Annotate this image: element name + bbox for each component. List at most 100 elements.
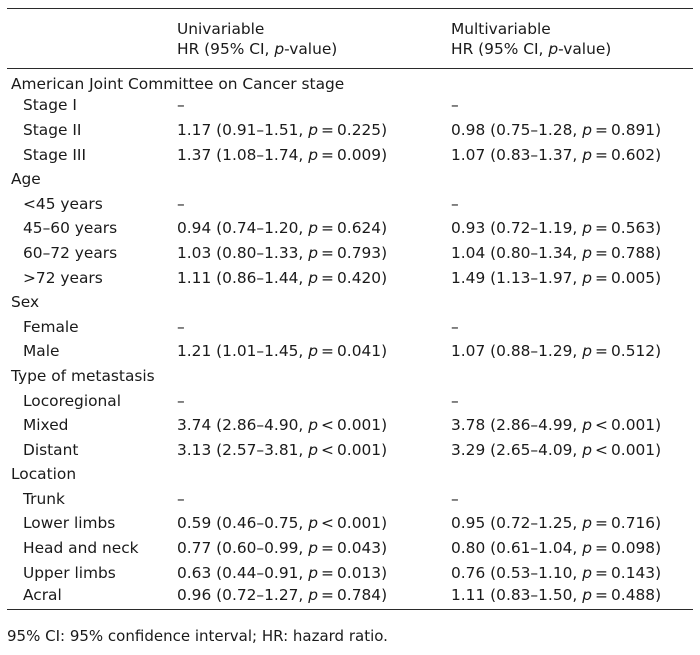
group-label: Age [11,170,41,189]
multivariable-p-value: < 0.001) [591,440,662,459]
multivariable-cell: – [447,314,693,339]
multivariable-p-symbol: p [582,120,592,139]
univariable-p-symbol: p [308,219,318,238]
univariable-cell: 0.96 (0.72–1.27, p = 0.784) [173,584,447,611]
row-label: Stage I [23,96,77,115]
univariable-hr: – [177,96,185,115]
univariable-cell: 0.77 (0.60–0.99, p = 0.043) [173,536,447,561]
table-body: American Joint Committee on Cancer stage… [7,69,693,611]
header-multivariable-title: Multivariable [451,19,551,38]
multivariable-hr: – [451,317,459,336]
multivariable-p-value: < 0.001) [591,416,662,435]
table-group-row: Type of metastasis [7,364,693,389]
table-row: Male 1.21 (1.01–1.45, p = 0.041) 1.07 (0.8… [7,339,693,364]
multivariable-p-value: = 0.512) [591,342,662,361]
table-row: Distant 3.13 (2.57–3.81, p < 0.001) 3.29 (… [7,437,693,462]
multivariable-p-symbol: p [582,539,592,558]
univariable-hr: – [177,317,185,336]
multivariable-p-value: = 0.563) [591,219,662,238]
table-row: Head and neck 0.77 (0.60–0.99, p = 0.043)… [7,536,693,561]
multivariable-cell: 3.29 (2.65–4.09, p < 0.001) [447,437,693,462]
univariable-p-symbol: p [308,268,318,287]
multivariable-hr: 1.07 (0.88–1.29, [451,342,583,361]
multivariable-cell: 3.78 (2.86–4.99, p < 0.001) [447,413,693,438]
multivariable-hr: 1.07 (0.83–1.37, [451,145,583,164]
row-label: Female [23,317,79,336]
table-row: 45–60 years 0.94 (0.74–1.20, p = 0.624) 0.… [7,216,693,241]
univariable-cell: – [173,487,447,512]
row-label: Mixed [23,416,69,435]
multivariable-hr: 3.78 (2.86–4.99, [451,416,583,435]
multivariable-p-value: = 0.098) [591,539,662,558]
multivariable-cell: 1.11 (0.83–1.50, p = 0.488) [447,584,693,611]
multivariable-hr: 0.80 (0.61–1.04, [451,539,583,558]
multivariable-cell: 0.93 (0.72–1.19, p = 0.563) [447,216,693,241]
row-label: Lower limbs [23,514,116,533]
multivariable-p-symbol: p [582,416,592,435]
multivariable-p-value: = 0.716) [591,514,662,533]
multivariable-p-symbol: p [582,268,592,287]
univariable-hr: 3.74 (2.86–4.90, [177,416,309,435]
univariable-hr: 1.21 (1.01–1.45, [177,342,309,361]
table-group-row: Sex [7,290,693,315]
table-row: Stage II 1.17 (0.91–1.51, p = 0.225) 0.98 … [7,118,693,143]
univariable-p-value: = 0.420) [317,268,388,287]
header-multivariable-sub-prefix: HR (95% CI, [451,39,549,58]
univariable-p-value: = 0.043) [317,539,388,558]
multivariable-cell: 0.98 (0.75–1.28, p = 0.891) [447,118,693,143]
table-row: 60–72 years 1.03 (0.80–1.33, p = 0.793) 1.… [7,241,693,266]
multivariable-p-value: = 0.602) [591,145,662,164]
row-label: Stage II [23,120,82,139]
univariable-cell: 0.63 (0.44–0.91, p = 0.013) [173,560,447,585]
univariable-hr: – [177,489,185,508]
table-header: Univariable HR (95% CI, p-value) Multiva… [7,8,693,69]
univariable-p-symbol: p [308,563,318,582]
multivariable-hr: 0.95 (0.72–1.25, [451,514,583,533]
univariable-p-symbol: p [308,416,318,435]
univariable-p-value: = 0.624) [317,219,388,238]
univariable-p-value: < 0.001) [317,416,388,435]
multivariable-cell: – [447,388,693,413]
row-label: Trunk [23,489,65,508]
univariable-p-value: = 0.225) [317,120,388,139]
header-univariable-sub-suffix: -value) [284,39,338,58]
univariable-cell: – [173,191,447,216]
table-row: Locoregional – – [7,388,693,413]
univariable-hr: 3.13 (2.57–3.81, [177,440,309,459]
multivariable-p-value: = 0.143) [591,563,662,582]
univariable-hr: 0.77 (0.60–0.99, [177,539,309,558]
row-label: Acral [7,584,173,611]
univariable-p-symbol: p [308,145,318,164]
univariable-p-value: = 0.793) [317,243,388,262]
header-univariable-sub-italic: p [274,39,285,58]
univariable-cell: – [173,93,447,118]
table-group-row: Age [7,167,693,192]
univariable-hr: 0.63 (0.44–0.91, [177,563,309,582]
row-label: Male [23,342,60,361]
multivariable-cell: 1.07 (0.88–1.29, p = 0.512) [447,339,693,364]
univariable-hr: 0.96 (0.72–1.27, [177,586,309,605]
multivariable-hr: 1.49 (1.13–1.97, [451,268,583,287]
header-univariable-sub-prefix: HR (95% CI, [177,39,275,58]
row-label: <45 years [23,194,103,213]
table-row: >72 years 1.11 (0.86–1.44, p = 0.420) 1.49… [7,265,693,290]
multivariable-p-value: = 0.005) [591,268,662,287]
multivariable-p-symbol: p [582,440,592,459]
table-row: Mixed 3.74 (2.86–4.90, p < 0.001) 3.78 (2.… [7,413,693,438]
multivariable-hr: – [451,96,459,115]
univariable-p-symbol: p [308,440,318,459]
table-footnote: 95% CI: 95% confidence interval; HR: haz… [7,627,388,645]
univariable-hr: 1.37 (1.08–1.74, [177,145,309,164]
multivariable-hr: 1.04 (0.80–1.34, [451,243,583,262]
header-univariable: Univariable HR (95% CI, p-value) [173,8,447,69]
table-row: Trunk – – [7,487,693,512]
multivariable-p-symbol: p [582,586,592,605]
univariable-p-value: < 0.001) [317,514,388,533]
multivariable-p-value: = 0.891) [591,120,662,139]
multivariable-p-symbol: p [582,514,592,533]
univariable-p-symbol: p [308,539,318,558]
univariable-cell: 1.17 (0.91–1.51, p = 0.225) [173,118,447,143]
multivariable-hr: – [451,489,459,508]
univariable-hr: 1.11 (0.86–1.44, [177,268,309,287]
